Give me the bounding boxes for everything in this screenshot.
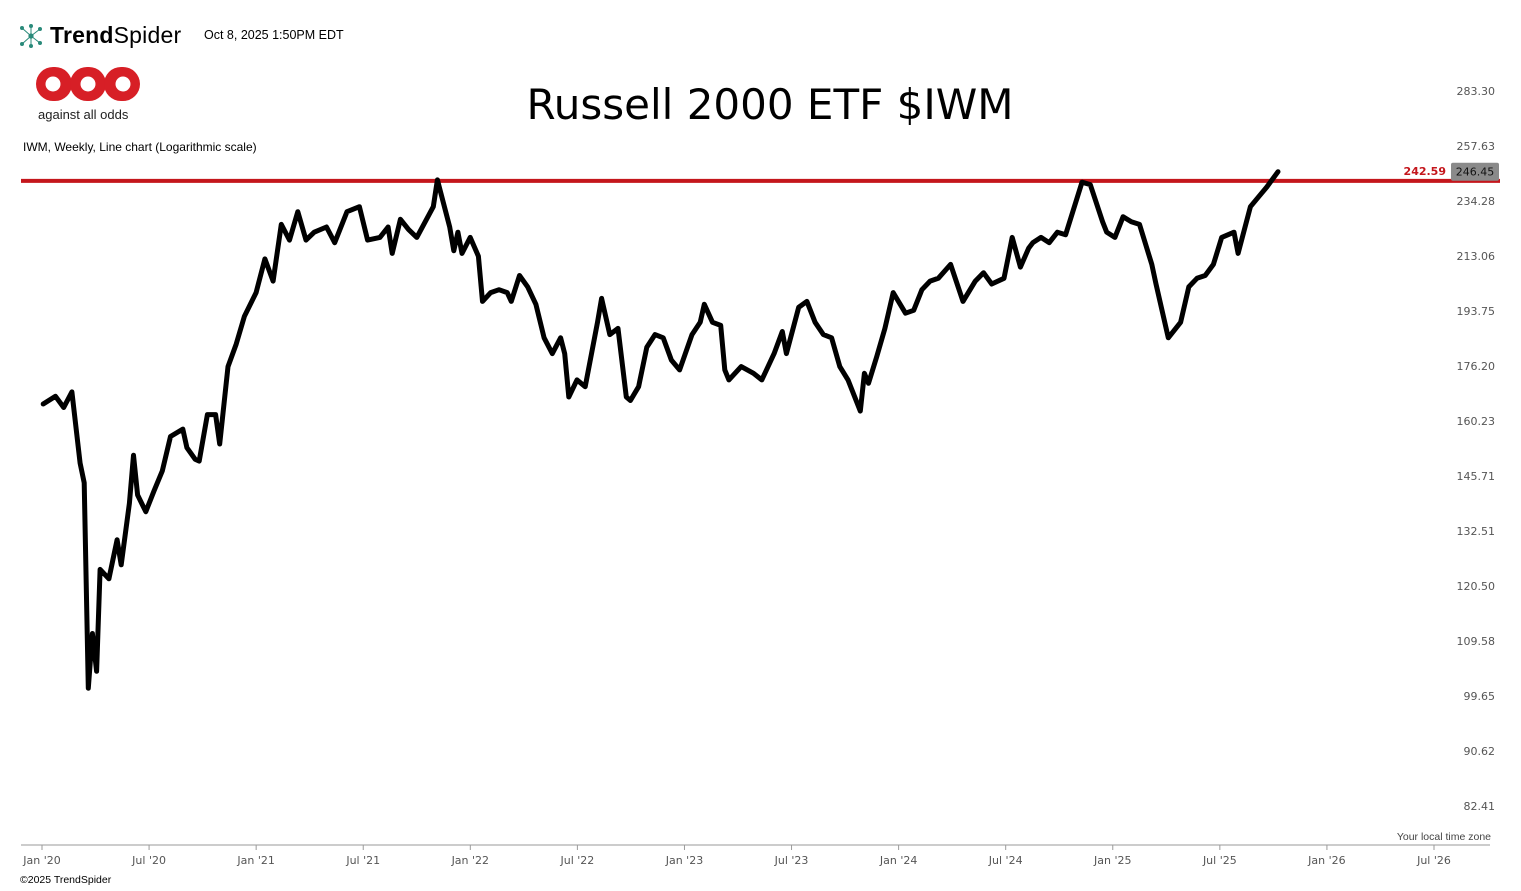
y-tick-label: 213.06 <box>1457 250 1496 263</box>
y-tick-label: 145.71 <box>1457 470 1496 483</box>
x-tick-label: Jan '22 <box>451 854 489 867</box>
y-tick-label: 160.23 <box>1457 415 1496 428</box>
x-tick-label: Jul '20 <box>131 854 166 867</box>
last-price-tag-box <box>1451 162 1499 181</box>
x-tick-label: Jul '24 <box>988 854 1023 867</box>
x-tick-label: Jan '24 <box>879 854 917 867</box>
timezone-note: Your local time zone <box>1396 831 1491 843</box>
y-tick-label: 176.20 <box>1457 360 1496 373</box>
price-line <box>40 169 1281 691</box>
logo-tagline: against all odds <box>38 107 129 122</box>
copyright-text: ©2025 TrendSpider <box>20 874 112 886</box>
y-tick-label: 257.63 <box>1457 140 1496 153</box>
trendspider-wordmark: TrendSpider <box>50 22 182 48</box>
y-tick-label: 109.58 <box>1457 635 1496 648</box>
y-tick-label: 234.28 <box>1457 195 1496 208</box>
y-tick-label: 283.30 <box>1457 85 1496 98</box>
resistance-level-label: 242.59 <box>1404 165 1446 178</box>
x-tick-label: Jan '26 <box>1307 854 1345 867</box>
y-tick-label: 90.62 <box>1464 745 1496 758</box>
y-tick-label: 132.51 <box>1457 525 1496 538</box>
x-tick-label: Jul '22 <box>559 854 594 867</box>
x-tick-label: Jan '21 <box>236 854 274 867</box>
x-tick-label: Jan '20 <box>22 854 60 867</box>
y-tick-label: 193.75 <box>1457 305 1496 318</box>
x-tick-label: Jan '25 <box>1093 854 1131 867</box>
x-tick-label: Jul '23 <box>774 854 809 867</box>
chart-title: Russell 2000 ETF $IWM <box>526 80 1014 129</box>
y-tick-label: 99.65 <box>1464 690 1496 703</box>
y-tick-label: 120.50 <box>1457 580 1496 593</box>
y-tick-label: 82.41 <box>1464 800 1496 813</box>
trendspider-brand: TrendSpider <box>18 22 181 49</box>
x-tick-label: Jul '21 <box>345 854 380 867</box>
x-tick-label: Jan '23 <box>665 854 703 867</box>
against-all-odds-logo <box>36 67 140 101</box>
trendspider-logo-icon <box>20 23 42 48</box>
chart-timestamp: Oct 8, 2025 1:50PM EDT <box>204 28 344 42</box>
last-price-label: 246.45 <box>1456 166 1495 179</box>
x-tick-label: Jul '26 <box>1416 854 1451 867</box>
x-tick-label: Jul '25 <box>1202 854 1237 867</box>
chart-subtitle: IWM, Weekly, Line chart (Logarithmic sca… <box>23 140 257 154</box>
